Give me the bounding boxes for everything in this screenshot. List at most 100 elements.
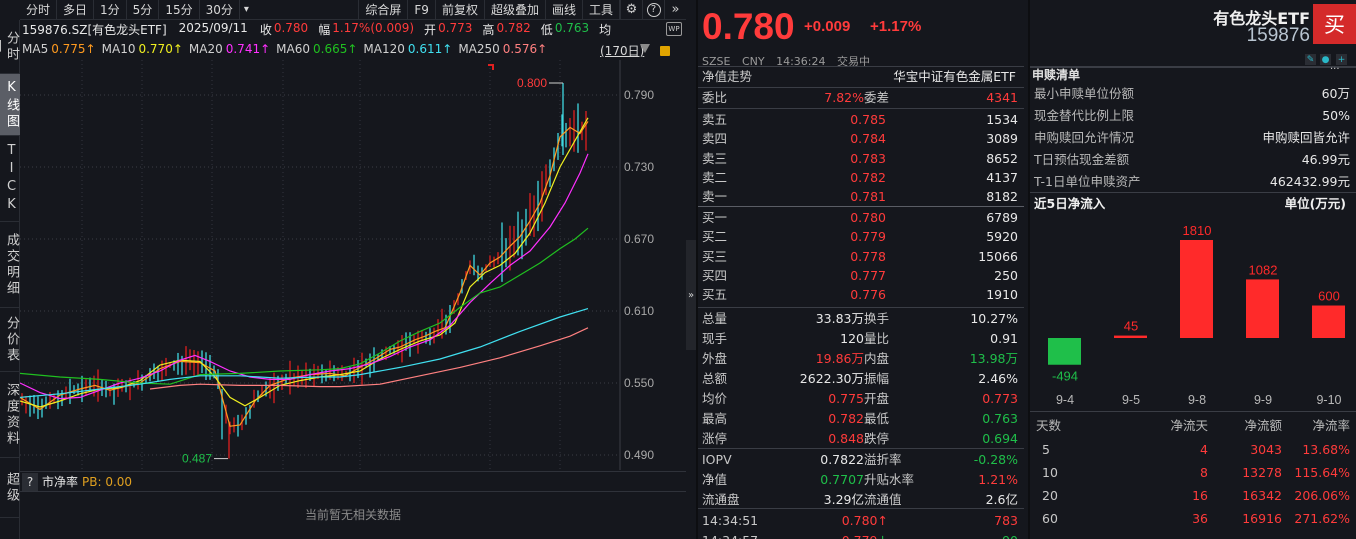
tab-1min[interactable]: 1分 [94,0,127,20]
bids-row[interactable]: 买五 0.776 1910 [698,285,1024,304]
more-icon[interactable]: ··· [1330,64,1340,75]
net-inflow-title: 近5日净流入 [1034,196,1106,211]
side-tab-3[interactable]: 成交明细 [0,222,20,308]
stat-label: 振幅 [864,371,890,386]
asks-row[interactable]: 卖三 0.783 8652 [698,149,1024,168]
divider [1030,411,1356,412]
flow-bar [1048,338,1081,365]
price-change: +0.009 [804,18,851,35]
stat-label: 量比 [864,331,890,346]
table-cell: 20 [1042,488,1058,503]
flow-bar-label: 600 [1318,289,1340,304]
level-label: 买五 [702,287,728,303]
help-icon[interactable]: ? [642,0,664,20]
asks-row[interactable]: 卖四 0.784 3089 [698,129,1024,148]
quote-panel [698,0,1028,539]
stat-value: 0.91 [990,331,1018,346]
stat-row: 均价 0.775 开盘 0.773 [698,389,1024,409]
collapse-panel-handle[interactable]: » [686,240,696,350]
last-price: 0.780 [702,6,795,47]
level-label: 买四 [702,267,728,283]
pencil-icon[interactable]: ✎ [1305,54,1316,65]
lock-icon[interactable] [660,46,670,56]
level-price: 0.776 [850,287,886,303]
side-tab-1[interactable]: K线图 [0,74,20,136]
y-tick-label: 0.550 [624,376,654,390]
tick-price: 0.780↑ [842,511,888,531]
ma-legend-item[interactable]: MA20 0.741↑ [189,42,270,58]
stat-value: 0.848 [828,431,864,446]
asks-row[interactable]: 卖一 0.781 8182 [698,187,1024,206]
tab-multiday[interactable]: 多日 [57,0,95,20]
range-value: 1.17%(0.009) [332,21,415,35]
super-overlay-button[interactable]: 超级叠加 [485,0,546,20]
asks-row[interactable]: 卖五 0.785 1534 [698,110,1024,129]
currency-label: CNY [741,55,765,68]
tab-5min[interactable]: 5分 [127,0,160,20]
buy-button[interactable]: 买 [1313,4,1356,44]
tab-30min[interactable]: 30分 [200,0,240,20]
ma-value: 0.576↑ [502,42,548,56]
level-volume: 1910 [986,287,1018,303]
f9-button[interactable]: F9 [408,0,436,20]
flow-table-row: 5 4 3043 13.68% [1030,438,1356,461]
kline-chart[interactable]: 0.790 0.730 0.670 0.610 0.550 0.490 0.800 0.487 [20,60,686,470]
flow-bar-label: 45 [1124,319,1138,334]
draw-line-button[interactable]: 画线 [546,0,583,20]
side-tabs: 分时图K线图TICK成交明细分价表深度资料超级 [0,20,20,539]
ma-legend-item[interactable]: MA5 0.775↑ [22,42,96,58]
ma-legend-item[interactable]: MA250 0.576↑ [458,42,547,58]
divider [698,307,1024,308]
side-tab-0[interactable]: 分时图 [0,20,20,74]
side-tab-2[interactable]: TICK [0,136,20,222]
panel-divider[interactable] [696,0,698,539]
composite-screen-button[interactable]: 综合屏 [358,0,409,20]
tools-button[interactable]: 工具 [583,0,620,20]
gear-icon[interactable]: ⚙ [620,0,642,20]
stat-value: 1.21% [978,472,1018,487]
plus-icon[interactable]: + [1336,54,1347,65]
period-more-dropdown[interactable]: ▾ [243,3,249,15]
range-selector[interactable]: (170日) [600,44,645,58]
ma-legend: MA5 0.775↑ MA10 0.770↑ MA20 0.741↑ MA60 0.665↑ M… [22,42,553,58]
bell-icon[interactable]: ● [1320,54,1331,65]
asks-row[interactable]: 卖二 0.782 4137 [698,168,1024,187]
close-value: 0.780 [273,21,309,35]
side-tab-6[interactable]: 超级 [0,458,20,518]
side-tab-4[interactable]: 分价表 [0,308,20,372]
tab-intraday[interactable]: 分时 [20,0,58,20]
bids-row[interactable]: 买四 0.777 250 [698,266,1024,285]
ma-legend-item[interactable]: MA10 0.770↑ [102,42,183,58]
ma-legend-item[interactable]: MA60 0.665↑ [276,42,357,58]
bids-row[interactable]: 买一 0.780 6789 [698,208,1024,227]
tab-15min[interactable]: 15分 [159,0,200,20]
forward-adjust-button[interactable]: 前复权 [436,0,485,20]
help-icon[interactable]: ? [22,472,38,491]
nav-trend-link[interactable]: 净值走势 [702,69,753,84]
level-label: 卖五 [702,112,728,127]
up-arrow-icon: ↑ [877,513,888,528]
stat-row: 最高 0.782 最低 0.763 [698,409,1024,429]
flow-bar [1114,335,1147,338]
stat-label: 均价 [702,391,728,406]
bids-row[interactable]: 买三 0.778 15066 [698,247,1024,266]
level-volume: 5920 [986,229,1018,245]
ma-legend-item[interactable]: MA120 0.611↑ [363,42,452,58]
stat-value: 2.6亿 [985,492,1018,507]
divider [698,508,1024,509]
flow-bar [1180,240,1213,338]
stat-value: 120 [840,331,864,346]
stat-label: 跌停 [864,431,890,446]
range-dropdown-icon[interactable] [640,44,650,53]
y-tick-label: 0.610 [624,304,654,318]
stat-value: 0.7822 [820,452,864,467]
side-tab-5[interactable]: 深度资料 [0,372,20,458]
wp-icon[interactable]: WP [666,22,682,36]
bids-row[interactable]: 买二 0.779 5920 [698,227,1024,246]
flow-table-row: 60 36 16916 271.62% [1030,507,1356,530]
pb-indicator-bar: ? 市净率 PB: 0.00 [20,471,686,492]
table-cell: 36 [1192,511,1208,526]
expand-icon[interactable]: » [664,0,686,20]
stat-label: 内盘 [864,351,890,366]
nav-trend-row[interactable]: 净值走势 华宝中证有色金属ETF [698,66,1024,88]
